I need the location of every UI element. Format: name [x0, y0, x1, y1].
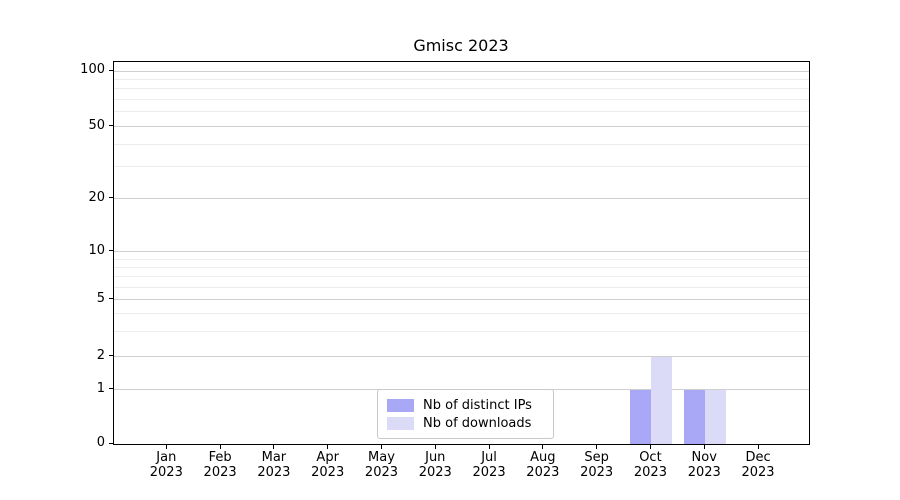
x-axis-tick [380, 445, 382, 449]
x-axis-tick [488, 445, 490, 449]
gridline-minor [114, 313, 809, 315]
x-axis-tick [273, 445, 275, 449]
x-tick-label: Aug 2023 [526, 450, 560, 480]
x-tick-label: Feb 2023 [203, 450, 237, 480]
x-tick-label: May 2023 [364, 450, 399, 480]
x-tick-label: Jun 2023 [418, 450, 452, 480]
gridline-minor [114, 166, 809, 168]
legend-item-downloads: Nb of downloads [387, 414, 545, 432]
x-tick-label: Jul 2023 [472, 450, 506, 480]
gridline-minor [114, 79, 809, 81]
gridline-minor [114, 258, 809, 260]
y-tick-label: 1 [96, 380, 105, 396]
gridline-minor [114, 143, 809, 145]
y-tick-label: 2 [96, 347, 105, 363]
legend: Nb of distinct IPs Nb of downloads [377, 389, 554, 439]
x-axis-tick [327, 445, 329, 449]
y-axis-tick [109, 442, 113, 444]
chart-title: Gmisc 2023 [413, 36, 509, 55]
y-axis-tick [109, 197, 113, 199]
x-tick-label: Oct 2023 [633, 450, 667, 480]
y-tick-label: 50 [88, 117, 105, 133]
x-tick-label: Nov 2023 [687, 450, 721, 480]
gridline-minor [114, 276, 809, 278]
x-tick-label: Mar 2023 [257, 450, 291, 480]
y-axis-tick [109, 388, 113, 390]
legend-swatch-downloads [387, 416, 414, 430]
x-tick-label: Jan 2023 [149, 450, 183, 480]
legend-item-distinct-ips: Nb of distinct IPs [387, 396, 545, 414]
x-axis-tick [542, 445, 544, 449]
plot-area [113, 61, 810, 445]
legend-label-distinct-ips: Nb of distinct IPs [423, 397, 532, 413]
x-axis-tick [596, 445, 598, 449]
y-axis-tick [109, 298, 113, 300]
y-tick-label: 10 [88, 242, 105, 258]
y-axis-tick [109, 250, 113, 252]
x-tick-label: Sep 2023 [580, 450, 614, 480]
gridline-minor [114, 88, 809, 90]
y-axis-tick [109, 125, 113, 127]
y-axis-tick [109, 69, 113, 71]
gridline-minor [114, 111, 809, 113]
gridline-major [114, 126, 809, 128]
x-axis-tick [219, 445, 221, 449]
gridline-minor [114, 331, 809, 333]
x-tick-label: Dec 2023 [741, 450, 775, 480]
gridline-major [114, 356, 809, 358]
x-axis-tick [757, 445, 759, 449]
gridline-major [114, 198, 809, 200]
bar-downloads-nov [705, 389, 727, 444]
gridline-major [114, 251, 809, 253]
legend-swatch-distinct-ips [387, 398, 414, 412]
x-axis-tick [703, 445, 705, 449]
gridline-major [114, 70, 809, 72]
gridline-minor [114, 286, 809, 288]
bar-distinct-ips-nov [684, 389, 706, 444]
y-tick-label: 20 [88, 189, 105, 205]
gridline-major [114, 299, 809, 301]
gridline-minor [114, 266, 809, 268]
y-tick-label: 5 [96, 290, 105, 306]
x-axis-tick [165, 445, 167, 449]
y-tick-label: 0 [96, 435, 105, 450]
legend-label-downloads: Nb of downloads [423, 415, 532, 431]
x-axis-tick [434, 445, 436, 449]
gridline-minor [114, 99, 809, 101]
y-tick-label: 100 [80, 62, 105, 78]
bar-distinct-ips-oct [630, 389, 652, 444]
x-axis-tick [649, 445, 651, 449]
x-tick-label: Apr 2023 [311, 450, 345, 480]
y-axis-tick [109, 355, 113, 357]
bar-downloads-oct [651, 356, 673, 444]
